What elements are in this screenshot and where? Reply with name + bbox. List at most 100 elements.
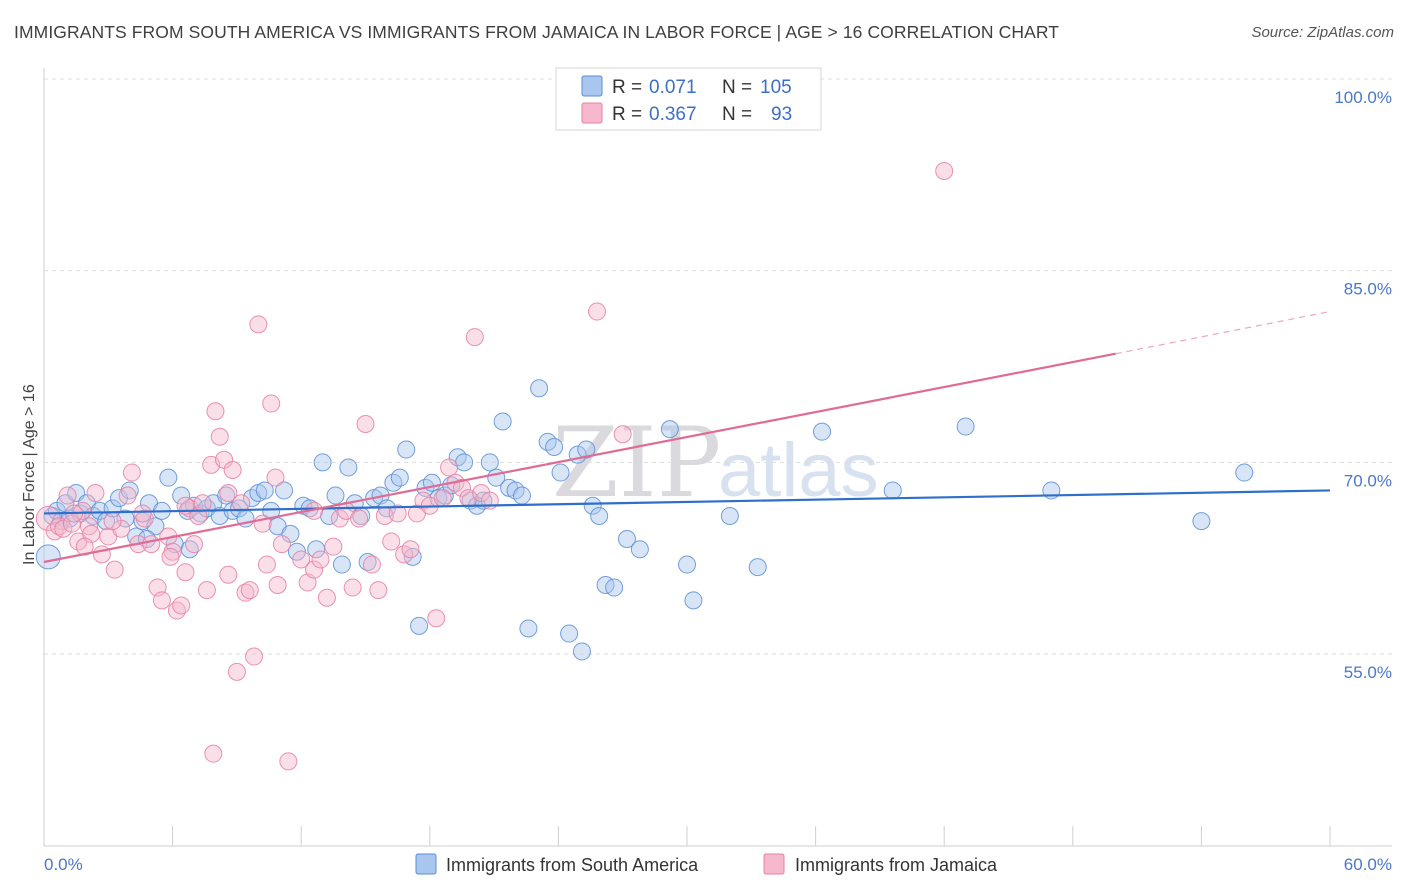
jamaica-point bbox=[433, 489, 452, 508]
south-america-point bbox=[630, 540, 649, 559]
jamaica-point bbox=[257, 555, 276, 574]
jamaica-point bbox=[249, 315, 268, 334]
chart-title: IMMIGRANTS FROM SOUTH AMERICA VS IMMIGRA… bbox=[14, 22, 1060, 42]
jamaica-point bbox=[54, 519, 73, 538]
jamaica-point bbox=[388, 504, 407, 523]
south-america-point bbox=[660, 420, 679, 439]
jamaica-point bbox=[240, 581, 259, 600]
jamaica-point bbox=[122, 463, 141, 482]
south-america-point bbox=[217, 486, 236, 505]
jamaica-point bbox=[103, 512, 122, 531]
jamaica-point bbox=[330, 509, 349, 528]
south-america-point bbox=[545, 438, 564, 456]
jamaica-point bbox=[193, 494, 212, 513]
south-america-point bbox=[720, 507, 739, 525]
jamaica-point bbox=[210, 427, 229, 446]
jamaica-point bbox=[219, 484, 238, 502]
jamaica-point bbox=[272, 535, 291, 554]
jamaica-point bbox=[80, 517, 99, 536]
y-tick-label: 85.0% bbox=[1344, 280, 1392, 299]
series-legend-swatch-blue bbox=[415, 853, 437, 875]
south-america-point bbox=[326, 486, 345, 505]
south-america-point bbox=[410, 616, 429, 635]
x-ticks bbox=[43, 826, 1331, 846]
trend-lines bbox=[43, 310, 1331, 564]
jamaica-point bbox=[86, 484, 105, 502]
south-america-point bbox=[455, 453, 474, 472]
jamaica-point bbox=[382, 532, 401, 551]
jamaica-point bbox=[266, 468, 285, 487]
jamaica-point bbox=[92, 545, 111, 564]
south-america-point bbox=[956, 417, 975, 436]
y-tick-labels: 55.0% 70.0% 85.0% 100.0% bbox=[1334, 88, 1392, 682]
series-legend-swatch-pink bbox=[763, 853, 785, 875]
south-america-point bbox=[262, 501, 281, 520]
south-america-point bbox=[519, 619, 538, 638]
jamaica-point bbox=[118, 486, 137, 505]
jamaica-point bbox=[268, 576, 287, 594]
south-america-point bbox=[530, 379, 549, 398]
jamaica-point bbox=[262, 394, 281, 413]
scatter-points bbox=[35, 162, 1254, 771]
jamaica-point bbox=[452, 478, 471, 497]
south-america-trend-line bbox=[43, 489, 1331, 515]
legend-swatch-pink bbox=[581, 102, 603, 124]
south-america-point bbox=[1235, 463, 1254, 482]
jamaica-point bbox=[142, 535, 161, 554]
jamaica-point bbox=[935, 162, 954, 180]
south-america-point bbox=[35, 544, 61, 570]
south-america-point bbox=[572, 642, 591, 661]
jamaica-point bbox=[279, 752, 298, 771]
legend-n-label-1: N = bbox=[722, 77, 752, 98]
jamaica-point bbox=[311, 550, 330, 569]
legend-swatch-blue bbox=[581, 75, 603, 97]
jamaica-point bbox=[350, 509, 369, 528]
south-america-point bbox=[590, 507, 609, 525]
south-america-point bbox=[748, 558, 767, 577]
stats-legend: R = 0.071 N = 105 R = 0.367 N = 93 bbox=[555, 67, 822, 131]
jamaica-point bbox=[176, 563, 195, 582]
south-america-point bbox=[275, 481, 294, 500]
gridlines bbox=[44, 78, 1392, 655]
south-america-point bbox=[397, 440, 416, 459]
south-america-point bbox=[883, 481, 902, 500]
series-legend-label-blue: Immigrants from South America bbox=[446, 855, 699, 875]
jamaica-point bbox=[172, 596, 191, 615]
legend-n-label-2: N = bbox=[722, 104, 752, 125]
jamaica-point bbox=[232, 494, 251, 513]
south-america-point bbox=[678, 555, 696, 574]
south-america-point bbox=[512, 486, 531, 505]
jamaica-trend-line bbox=[43, 352, 1116, 564]
jamaica-point bbox=[105, 560, 124, 579]
jamaica-trend-extension bbox=[1115, 310, 1331, 355]
jamaica-point bbox=[219, 565, 238, 584]
jamaica-point bbox=[133, 504, 152, 523]
series-legend: Immigrants from South America Immigrants… bbox=[415, 853, 998, 875]
south-america-point bbox=[313, 453, 332, 472]
south-america-point bbox=[255, 481, 274, 500]
jamaica-point bbox=[465, 328, 484, 347]
jamaica-point bbox=[58, 486, 77, 505]
x-tick-label-right: 60.0% bbox=[1344, 855, 1392, 874]
jamaica-point bbox=[292, 550, 311, 569]
south-america-point bbox=[390, 468, 409, 487]
jamaica-point bbox=[356, 415, 375, 433]
jamaica-point bbox=[613, 425, 632, 444]
south-america-point bbox=[332, 555, 351, 574]
jamaica-point bbox=[197, 581, 216, 600]
jamaica-point bbox=[245, 647, 264, 666]
y-axis-title: In Labor Force | Age > 16 bbox=[21, 384, 38, 565]
jamaica-point bbox=[227, 662, 246, 681]
jamaica-point bbox=[369, 581, 388, 600]
legend-r-label-1: R = bbox=[612, 77, 642, 98]
south-america-point bbox=[583, 496, 602, 515]
south-america-point bbox=[684, 591, 703, 610]
jamaica-point bbox=[343, 578, 362, 597]
south-america-point bbox=[307, 540, 326, 559]
south-america-point bbox=[172, 486, 191, 505]
jamaica-point bbox=[204, 744, 223, 763]
y-tick-label: 100.0% bbox=[1334, 88, 1392, 107]
south-america-point bbox=[159, 468, 178, 487]
south-america-point bbox=[560, 624, 579, 643]
